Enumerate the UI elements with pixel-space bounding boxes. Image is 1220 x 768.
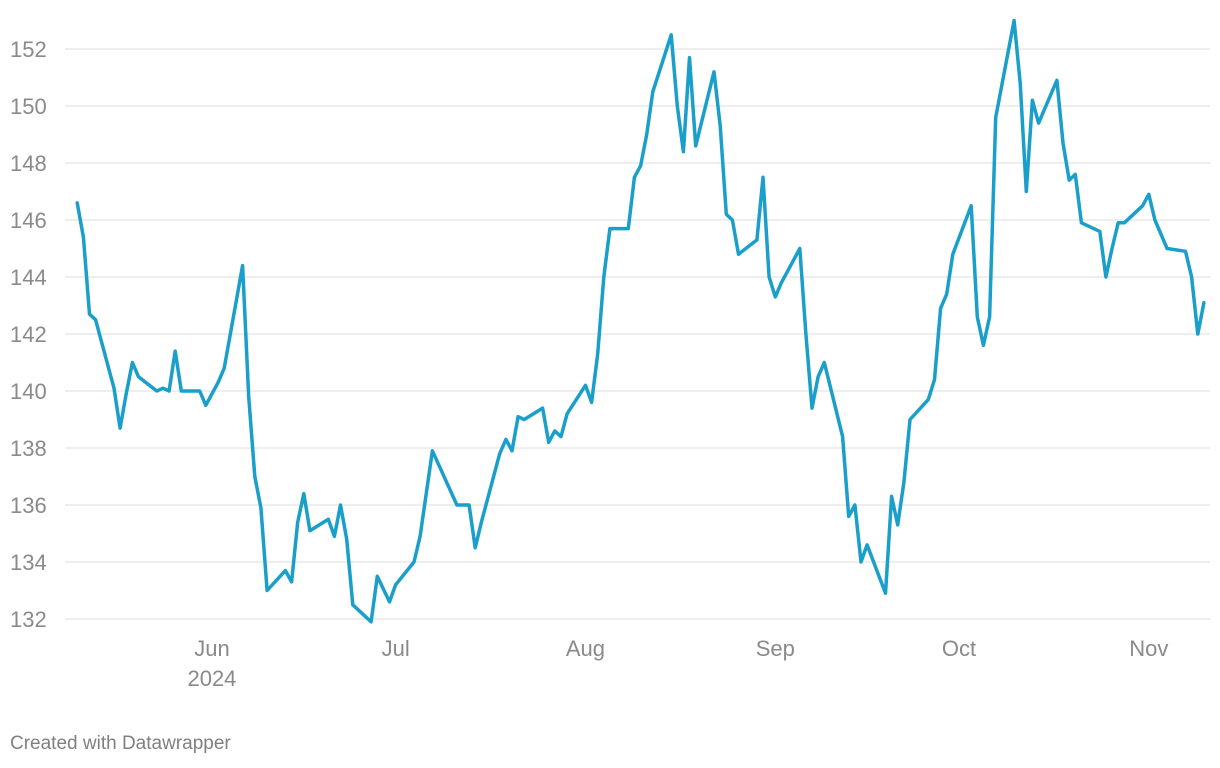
x-tick-year-label: 2024 xyxy=(187,666,236,691)
y-tick-label: 136 xyxy=(10,493,47,518)
y-tick-label: 152 xyxy=(10,37,47,62)
datawrapper-credit: Created with Datawrapper xyxy=(10,733,231,754)
x-tick-label: Oct xyxy=(942,636,976,661)
y-tick-label: 132 xyxy=(10,607,47,632)
y-tick-label: 146 xyxy=(10,208,47,233)
y-tick-label: 140 xyxy=(10,379,47,404)
y-tick-label: 148 xyxy=(10,151,47,176)
x-tick-label: Sep xyxy=(756,636,795,661)
y-tick-label: 138 xyxy=(10,436,47,461)
x-axis-tick-labels: Jun 2024 Jul Aug Sep Oct Nov xyxy=(187,636,1168,691)
y-tick-label: 142 xyxy=(10,322,47,347)
y-tick-label: 144 xyxy=(10,265,47,290)
y-tick-label: 134 xyxy=(10,550,47,575)
x-tick-label: Nov xyxy=(1129,636,1168,661)
x-tick-label: Aug xyxy=(566,636,605,661)
y-gridlines xyxy=(65,48,1210,620)
y-axis-tick-labels: 132 134 136 138 140 142 144 146 148 150 152 xyxy=(10,37,47,632)
x-tick-label: Jun xyxy=(194,636,229,661)
series-lines xyxy=(75,18,1206,624)
y-tick-label: 150 xyxy=(10,94,47,119)
x-tick-label: Jul xyxy=(382,636,410,661)
series-line xyxy=(75,18,1206,624)
